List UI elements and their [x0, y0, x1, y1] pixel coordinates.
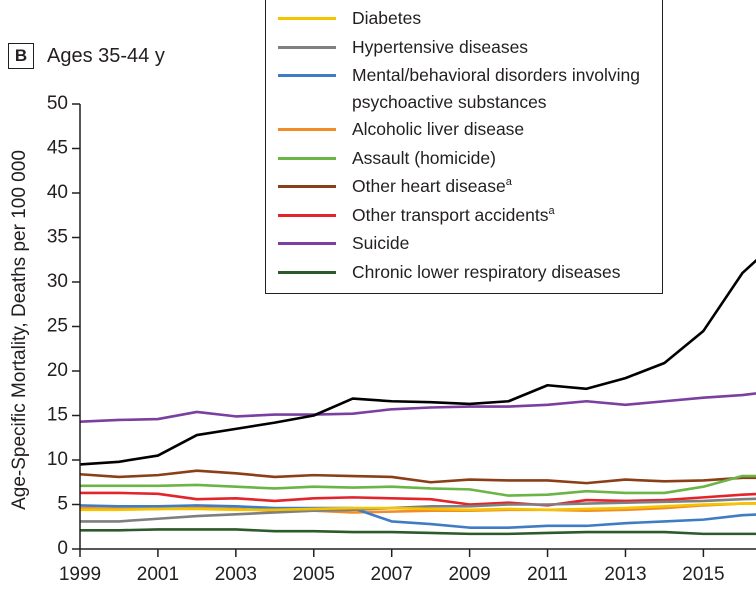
y-tick-label: 15 — [47, 405, 68, 426]
series-line — [80, 502, 756, 512]
y-tick-label: 50 — [47, 93, 68, 114]
y-tick-label: 20 — [47, 360, 68, 381]
series-line — [79, 392, 756, 424]
legend-text: Diabetes — [352, 5, 662, 32]
footnote-mark: a — [505, 176, 512, 189]
y-axis-label: Age-Specific Mortality, Deaths per 100 0… — [9, 150, 30, 510]
legend-item: Chronic lower respiratory diseases — [278, 259, 662, 288]
x-tick-label: 2007 — [371, 564, 413, 585]
legend-item: Assault (homicide) — [278, 145, 662, 174]
panel-label: B — [8, 43, 34, 69]
legend: Diabetes Hypertensive diseases Mental/beha… — [265, 0, 663, 294]
series-line — [80, 497, 756, 523]
legend-label: Chronic lower respiratory diseases — [352, 261, 621, 282]
legend-swatch — [278, 213, 336, 217]
legend-item: Hypertensive diseases — [278, 34, 662, 63]
series-line — [80, 528, 756, 536]
x-tick-label: 2005 — [293, 564, 335, 585]
legend-swatch — [278, 128, 336, 131]
y-tick-label: 30 — [47, 271, 68, 292]
legend-text: Assault (homicide) — [352, 145, 662, 172]
legend-label: Suicide — [352, 233, 410, 253]
x-tick-label: 2011 — [527, 564, 568, 585]
y-tick-label: 5 — [57, 494, 68, 515]
series-line — [80, 474, 756, 497]
legend-text: Other heart diseasea — [352, 173, 662, 200]
legend-swatch — [278, 17, 336, 20]
legend-label: Other heart disease — [352, 176, 506, 196]
footnote-mark: a — [548, 204, 555, 217]
legend-item: Diabetes — [278, 5, 662, 34]
y-tick-label: 10 — [47, 449, 68, 470]
legend-text: Alcoholic liver disease — [352, 116, 662, 143]
series-line — [79, 504, 756, 529]
plot-area — [79, 258, 756, 536]
legend-swatch — [278, 270, 336, 274]
legend-item: Mental/behavioral disorders involving ps… — [278, 62, 662, 116]
x-tick-label: 1999 — [59, 564, 101, 585]
legend-text: Mental/behavioral disorders involving ps… — [352, 62, 662, 116]
legend-item: Other transport accidentsa — [278, 202, 662, 231]
y-tick-label: 40 — [47, 182, 68, 203]
legend-item: Suicide — [278, 230, 662, 259]
x-tick-label: 2013 — [604, 564, 646, 585]
legend-swatch — [278, 242, 336, 245]
subtitle: Ages 35-44 y — [47, 45, 165, 67]
legend-text: Hypertensive diseases — [352, 34, 662, 61]
legend-swatch — [278, 156, 336, 160]
legend-swatch — [278, 74, 336, 77]
legend-label: Assault (homicide) — [352, 147, 496, 168]
legend-swatch — [278, 45, 336, 49]
y-tick-label: 45 — [47, 138, 68, 159]
legend-label: Diabetes — [352, 8, 422, 28]
series-line — [79, 469, 756, 485]
y-tick-label: 25 — [47, 316, 68, 337]
x-tick-label: 2003 — [215, 564, 257, 585]
legend-label: Other transport accidents — [352, 204, 549, 225]
y-tick-label: 35 — [47, 227, 68, 248]
legend-label: Hypertensive diseases — [352, 36, 529, 57]
series-line — [80, 491, 756, 507]
legend-label: Mental/behavioral disorders involving ps… — [352, 65, 640, 112]
legend-text: Other transport accidentsa — [352, 202, 662, 229]
series-line — [79, 258, 756, 466]
x-tick-label: 2015 — [682, 564, 724, 585]
x-tick-label: 2001 — [137, 564, 179, 585]
legend-swatch — [278, 185, 336, 188]
legend-text: Suicide — [352, 230, 662, 257]
legend-item: Alcoholic liver disease — [278, 116, 662, 145]
legend-text: Chronic lower respiratory diseases — [352, 259, 662, 286]
legend-item: Other heart diseasea — [278, 173, 662, 202]
x-tick-label: 2009 — [448, 564, 490, 585]
y-tick-label: 0 — [57, 538, 68, 559]
legend-label: Alcoholic liver disease — [352, 119, 525, 139]
